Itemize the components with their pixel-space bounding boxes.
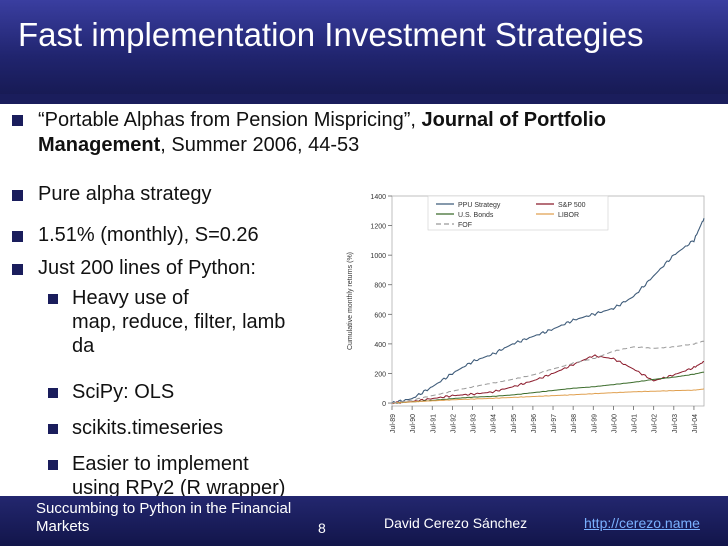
bullet-square-icon [12,231,23,242]
y-tick-label: 1400 [370,194,386,201]
x-tick-label: Jul-93 [471,414,478,433]
bullet-item: 1.51% (monthly), S=0.26 [38,224,259,246]
x-tick-label: Jul-92 [450,414,457,433]
bullet-square-icon [12,190,23,201]
legend-label: FOF [458,222,472,229]
returns-chart-svg: 0 200 400 600 800 1000 1200 1400 Cumulative mont… [347,194,705,433]
footer-author: David Cerezo Sánchez [384,515,528,531]
sub-bullet-line: scikits.timeseries [72,417,224,439]
series-line-u-s-bonds [391,371,705,404]
series-line-libor [391,388,704,404]
sub-bullet-line: map, reduce, filter, lamb [72,311,286,333]
x-tick-label: Jul-00 [611,414,618,433]
footer-link[interactable]: http://cerezo.name [584,515,700,531]
y-tick-label: 0 [382,401,386,408]
series-line-ppu-strategy [391,218,705,404]
sub-bullet-line: da [72,335,95,357]
sub-bullet-line: SciPy: OLS [72,381,175,403]
x-tick-label: Jul-04 [692,414,699,433]
x-tick-label: Jul-91 [430,414,437,433]
footer-page-number: 8 [318,520,326,536]
plot-area [391,195,705,407]
bullet-item: Pure alpha strategy [38,183,212,205]
reference-citation: “Portable Alphas from Pension Mispricing… [38,108,728,158]
x-tick-label: Jul-96 [531,414,538,433]
sub-bullet-square-icon [48,424,58,434]
title-bar: Fast implementation Investment Strategie… [0,0,728,104]
y-tick-label: 600 [374,312,386,319]
footer-presentation-title: Succumbing to Python in the Financial Ma… [36,500,292,535]
x-tick-label: Jul-89 [390,414,397,433]
series-line-s-p-500 [391,354,705,405]
x-tick-label: Jul-97 [551,414,558,433]
reference-article: “Portable Alphas from Pension Mispricing… [38,109,422,131]
sub-bullet-line: Heavy use of [72,287,189,309]
slide-title: Fast implementation Investment Strategie… [18,16,644,53]
y-tick-label: 400 [374,342,386,349]
legend-label: S&P 500 [558,202,586,209]
x-tick-label: Jul-90 [410,414,417,433]
sub-bullet-square-icon [48,388,58,398]
bullet-item: Just 200 lines of Python: [38,257,256,279]
reference-issue: , Summer 2006, 44-53 [160,134,360,156]
y-tick-label: 200 [374,371,386,378]
sub-bullet-line: using RPy2 (R wrapper) [72,477,286,499]
x-tick-label: Jul-98 [571,414,578,433]
sub-bullet-square-icon [48,460,58,470]
y-tick-label: 1000 [370,253,386,260]
legend-label: U.S. Bonds [458,212,494,219]
y-axis-title: Cumulative monthly returns (%) [347,252,354,350]
sub-bullet-square-icon [48,294,58,304]
x-tick-label: Jul-94 [491,414,498,433]
footer-bar: Succumbing to Python in the Financial Ma… [0,496,728,546]
reference-journal: Journal of Portfolio Management [38,109,606,156]
x-tick-label: Jul-03 [672,414,679,433]
y-tick-label: 800 [374,283,386,290]
legend-label: PPU Strategy [458,202,501,209]
x-tick-label: Jul-95 [511,414,518,433]
sub-bullet-line: Easier to implement [72,453,249,475]
x-tick-label: Jul-01 [632,414,639,433]
bullet-square-icon [12,115,23,126]
x-tick-label: Jul-99 [591,414,598,433]
legend-box [427,195,609,231]
y-tick-label: 1200 [370,224,386,231]
bullet-square-icon [12,264,23,275]
x-tick-label: Jul-02 [652,414,659,433]
legend-label: LIBOR [558,212,579,219]
returns-chart: 0 200 400 600 800 1000 1200 1400 Cumulative mont… [336,182,716,486]
title-rule [0,94,728,104]
